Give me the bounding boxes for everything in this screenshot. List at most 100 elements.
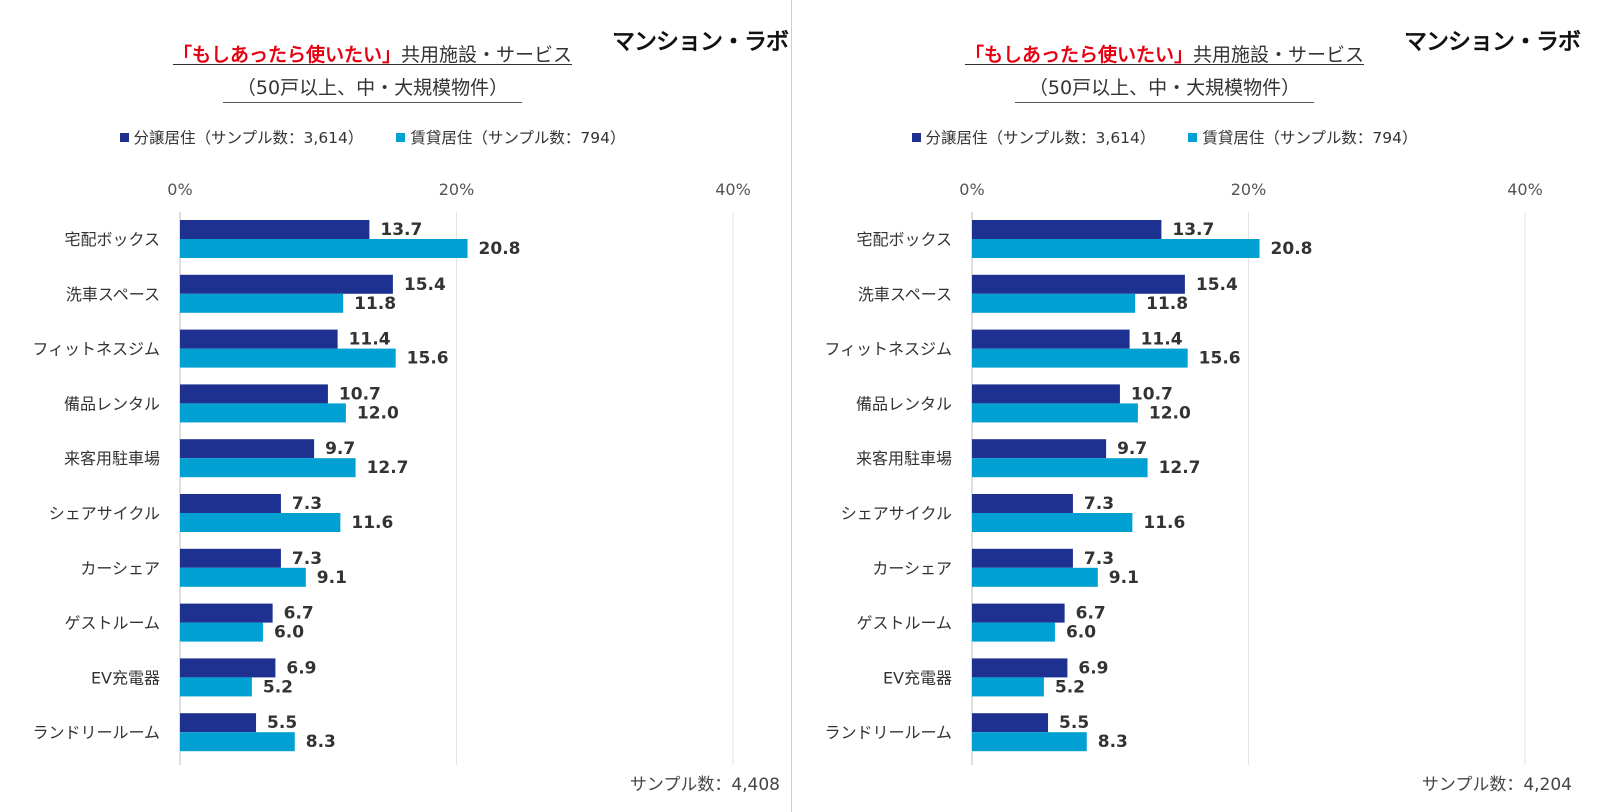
category-label: シェアサイクル: [841, 504, 952, 523]
bar-rental: [180, 513, 341, 532]
bar-owner: [972, 274, 1185, 294]
value-label-rental: 20.8: [1271, 239, 1313, 259]
bar-rental: [180, 403, 346, 423]
bar-owner: [180, 713, 257, 733]
bar-owner: [180, 439, 315, 459]
x-tick-label: 40%: [1507, 180, 1543, 199]
category-label: 備品レンタル: [64, 394, 160, 413]
legend-label-rental: 賃貸居住（サンプル数：794）: [410, 129, 626, 147]
legend-label-owner: 分譲居住（サンプル数：3,614）: [925, 129, 1156, 147]
value-label-owner: 13.7: [380, 220, 422, 240]
bar-owner: [972, 603, 1065, 623]
category-label: フィットネスジム: [32, 340, 160, 359]
bar-chart: 0% 20% 40% 宅配ボックス 13.7 20.8 洗車スペース 15.4 11.8 フィット…: [32, 180, 751, 765]
value-label-rental: 15.6: [407, 349, 449, 369]
legend-swatch-rental: [1188, 133, 1198, 142]
chart-title: 「もしあったら使いたい」共用施設・サービス: [792, 40, 1537, 67]
category-label: 宅配ボックス: [64, 230, 160, 249]
value-label-owner: 15.4: [404, 275, 446, 295]
legend-item-owner: 分譲居住（サンプル数：3,614）: [119, 126, 364, 148]
x-tick-label: 20%: [1231, 180, 1267, 199]
value-label-owner: 6.7: [1076, 604, 1106, 624]
bar-rental: [180, 732, 295, 752]
value-label-rental: 5.2: [1055, 677, 1085, 697]
value-label-rental: 20.8: [479, 239, 521, 259]
chart-title-rest: 共用施設・サービス: [1193, 44, 1365, 66]
bar-rental: [180, 458, 356, 478]
bar-owner: [972, 548, 1073, 568]
value-label-owner: 10.7: [339, 384, 381, 404]
value-label-rental: 11.8: [1146, 294, 1188, 314]
bar-owner: [180, 329, 338, 349]
x-tick-label: 0%: [167, 180, 192, 199]
value-label-owner: 9.7: [325, 439, 355, 459]
legend-item-owner: 分譲居住（サンプル数：3,614）: [911, 126, 1156, 148]
value-label-rental: 12.0: [357, 403, 399, 423]
value-label-rental: 5.2: [263, 677, 293, 697]
value-label-rental: 6.0: [1066, 623, 1096, 643]
value-label-owner: 6.9: [286, 658, 316, 678]
bar-owner: [180, 384, 328, 404]
bar-owner: [972, 658, 1068, 678]
legend-swatch-owner: [911, 133, 921, 142]
value-label-rental: 9.1: [317, 568, 347, 588]
bar-rental: [180, 622, 263, 642]
legend-item-rental: 賃貸居住（サンプル数：794）: [396, 126, 625, 148]
bar-owner: [972, 713, 1049, 733]
legend: 分譲居住（サンプル数：3,614） 賃貸居住（サンプル数：794）: [792, 126, 1537, 148]
chart-subtitle-box: （50戸以上、中・大規模物件）: [792, 74, 1537, 103]
category-label: ゲストルーム: [856, 614, 952, 633]
value-label-rental: 15.6: [1199, 349, 1241, 369]
bar-rental: [972, 348, 1188, 368]
value-label-rental: 12.0: [1149, 403, 1191, 423]
bar-owner: [972, 220, 1162, 239]
value-label-rental: 8.3: [1098, 732, 1128, 752]
bar-rental: [972, 732, 1087, 752]
category-label: シェアサイクル: [49, 504, 160, 523]
category-label: ランドリールーム: [32, 723, 160, 742]
value-label-owner: 10.7: [1131, 384, 1173, 404]
bar-rental: [972, 293, 1136, 313]
category-label: カーシェア: [80, 559, 160, 578]
category-label: 来客用駐車場: [64, 449, 160, 468]
chart-subtitle-box: （50戸以上、中・大規模物件）: [0, 74, 745, 103]
category-label: フィットネスジム: [824, 340, 952, 359]
legend-swatch-rental: [396, 133, 406, 142]
bar-rental: [180, 677, 252, 697]
value-label-rental: 11.6: [351, 513, 393, 533]
bar-owner: [180, 220, 370, 239]
legend: 分譲居住（サンプル数：3,614） 賃貸居住（サンプル数：794）: [0, 126, 745, 148]
value-label-owner: 7.3: [292, 549, 322, 569]
chart-subtitle: （50戸以上、中・大規模物件）: [222, 74, 523, 103]
category-label: 宅配ボックス: [856, 230, 952, 249]
bar-rental: [972, 458, 1148, 478]
bar-rental: [972, 239, 1260, 258]
chart-panel-right: マンション・ラボ 「もしあったら使いたい」共用施設・サービス （50戸以上、中・…: [792, 0, 1582, 812]
legend-label-owner: 分譲居住（サンプル数：3,614）: [133, 129, 364, 147]
value-label-rental: 6.0: [274, 623, 304, 643]
bar-rental: [972, 403, 1138, 423]
sample-count-footer: サンプル数：4,408: [629, 775, 780, 795]
chart-title: 「もしあったら使いたい」共用施設・サービス: [0, 40, 745, 67]
chart-subtitle: （50戸以上、中・大規模物件）: [1014, 74, 1315, 103]
value-label-rental: 11.6: [1143, 513, 1185, 533]
category-label: 洗車スペース: [858, 285, 952, 304]
x-tick-label: 0%: [959, 180, 984, 199]
bar-owner: [972, 494, 1073, 513]
value-label-owner: 11.4: [1141, 330, 1183, 350]
bar-owner: [972, 384, 1120, 404]
bar-rental: [972, 677, 1044, 697]
value-label-owner: 6.9: [1078, 658, 1108, 678]
chart-title-highlight: 「もしあったら使いたい」: [964, 44, 1193, 66]
category-label: カーシェア: [872, 559, 952, 578]
x-tick-label: 40%: [715, 180, 751, 199]
value-label-rental: 8.3: [306, 732, 336, 752]
bar-owner: [972, 439, 1107, 459]
bar-rental: [180, 293, 344, 313]
value-label-owner: 7.3: [292, 494, 322, 514]
category-label: ランドリールーム: [824, 723, 952, 742]
category-label: EV充電器: [91, 668, 160, 687]
value-label-owner: 13.7: [1172, 220, 1214, 240]
category-label: EV充電器: [883, 668, 952, 687]
category-label: ゲストルーム: [64, 614, 160, 633]
